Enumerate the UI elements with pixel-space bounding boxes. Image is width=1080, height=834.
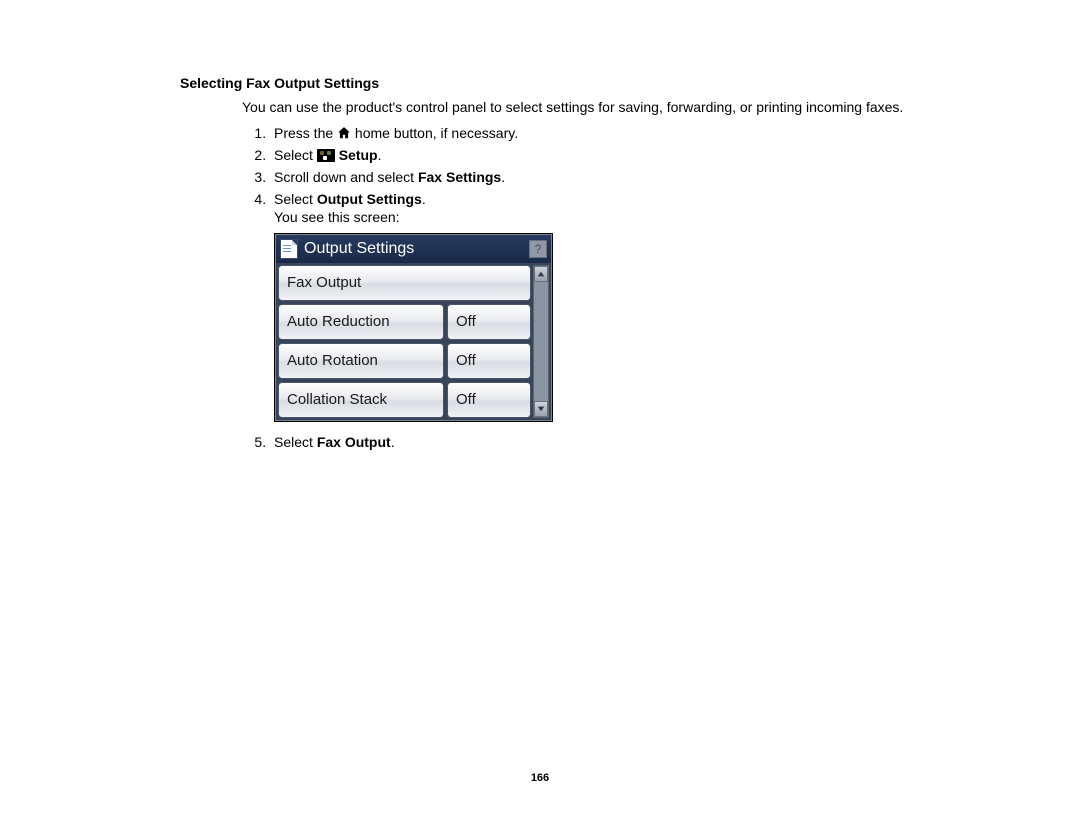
step-text: . (391, 434, 395, 450)
lcd-cell-label: Auto Rotation (278, 343, 444, 379)
step-3: Scroll down and select Fax Settings. (270, 169, 940, 185)
lcd-screenshot: Output Settings ? Fax Output Auto Reduct… (274, 233, 553, 422)
scroll-track[interactable] (534, 282, 548, 401)
lcd-row-fax-output[interactable]: Fax Output (278, 265, 531, 301)
home-icon (337, 126, 351, 140)
document-page: Selecting Fax Output Settings You can us… (0, 0, 1080, 476)
lcd-rows: Fax Output Auto Reduction Off Auto Rotat… (278, 265, 531, 418)
step-text: . (422, 191, 426, 207)
step-5: Select Fax Output. (270, 434, 940, 450)
step-text: home button, if necessary. (351, 125, 518, 141)
instruction-list: Press the home button, if necessary. Sel… (242, 125, 940, 450)
step-subtext: You see this screen: (274, 209, 940, 225)
step-bold: Output Settings (317, 191, 422, 207)
lcd-header: Output Settings ? (276, 235, 551, 263)
document-icon (280, 239, 298, 259)
step-1: Press the home button, if necessary. (270, 125, 940, 141)
step-text: Select (274, 147, 317, 163)
section-heading: Selecting Fax Output Settings (180, 75, 940, 91)
intro-paragraph: You can use the product's control panel … (242, 99, 940, 117)
step-bold: Fax Output (317, 434, 391, 450)
help-icon[interactable]: ? (529, 240, 547, 258)
step-text: Scroll down and select (274, 169, 418, 185)
step-text: Press the (274, 125, 337, 141)
step-bold: Setup (335, 147, 378, 163)
lcd-cell-label: Auto Reduction (278, 304, 444, 340)
scroll-down-icon[interactable] (534, 401, 548, 417)
step-text: . (378, 147, 382, 163)
lcd-row-auto-rotation[interactable]: Auto Rotation Off (278, 343, 531, 379)
step-text: Select (274, 191, 317, 207)
lcd-cell-value: Off (447, 304, 531, 340)
page-number: 166 (0, 772, 1080, 784)
lcd-scrollbar[interactable] (533, 265, 549, 418)
lcd-body: Fax Output Auto Reduction Off Auto Rotat… (276, 263, 551, 420)
step-bold: Fax Settings (418, 169, 501, 185)
lcd-cell-label: Fax Output (278, 265, 531, 301)
lcd-cell-value: Off (447, 382, 531, 418)
scroll-up-icon[interactable] (534, 266, 548, 282)
lcd-row-auto-reduction[interactable]: Auto Reduction Off (278, 304, 531, 340)
setup-icon (317, 149, 335, 162)
lcd-title: Output Settings (304, 240, 529, 258)
step-4: Select Output Settings. You see this scr… (270, 191, 940, 422)
step-text: . (501, 169, 505, 185)
lcd-cell-value: Off (447, 343, 531, 379)
lcd-cell-label: Collation Stack (278, 382, 444, 418)
lcd-row-collation-stack[interactable]: Collation Stack Off (278, 382, 531, 418)
step-2: Select Setup. (270, 147, 940, 163)
step-text: Select (274, 434, 317, 450)
